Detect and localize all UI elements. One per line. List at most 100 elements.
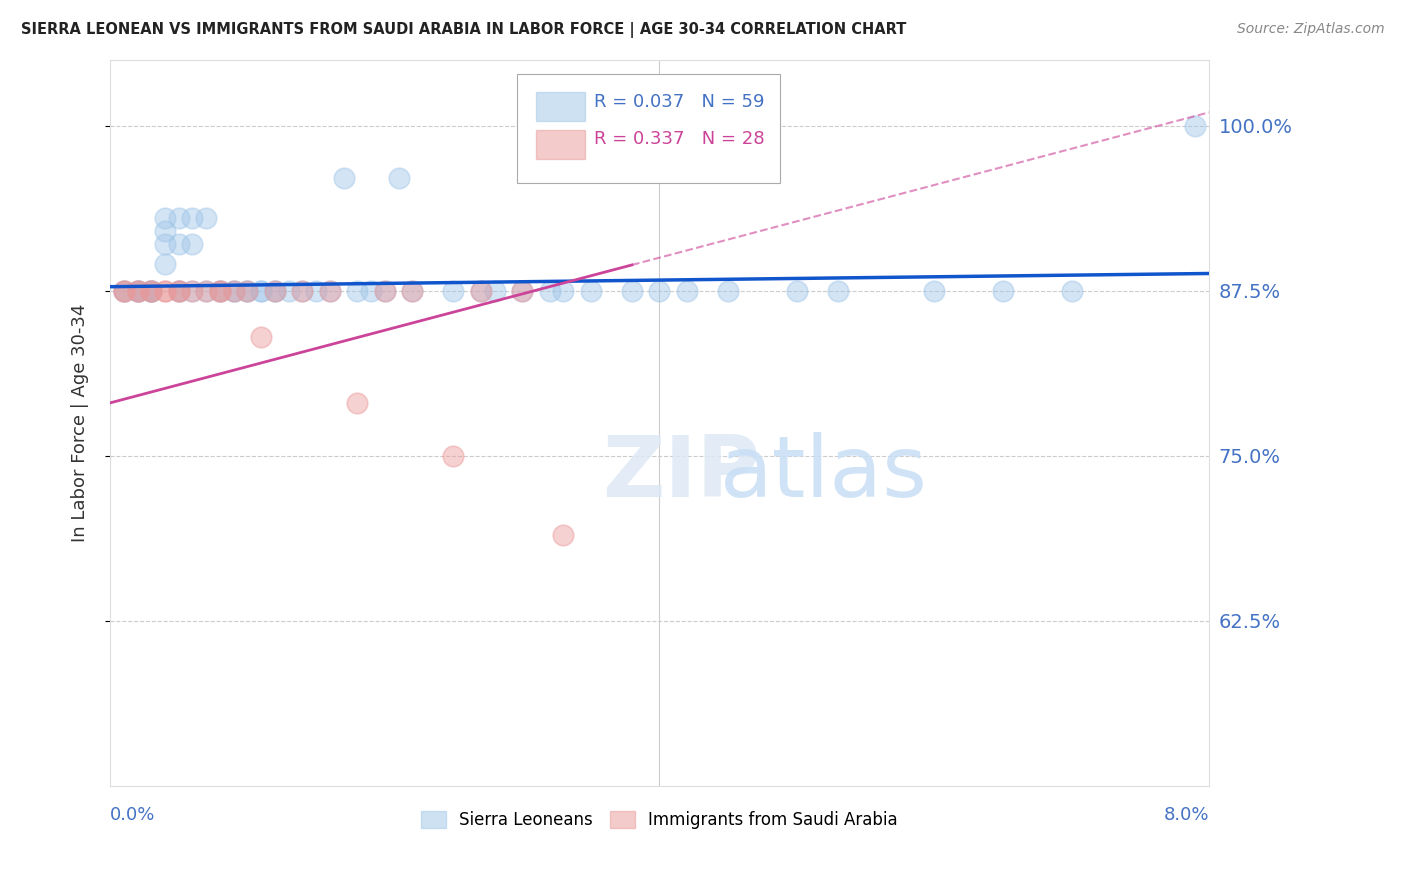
- Point: [141, 284, 163, 298]
- Point: [553, 284, 575, 298]
- Text: ZIP: ZIP: [603, 432, 761, 515]
- Text: atlas: atlas: [720, 432, 928, 515]
- Point: [167, 284, 190, 298]
- Point: [510, 284, 533, 298]
- Point: [208, 284, 231, 298]
- Point: [250, 284, 273, 298]
- Point: [319, 284, 342, 298]
- Text: R = 0.037   N = 59: R = 0.037 N = 59: [593, 93, 763, 111]
- Point: [1060, 284, 1083, 298]
- Text: R = 0.337   N = 28: R = 0.337 N = 28: [593, 130, 765, 148]
- Point: [264, 284, 287, 298]
- Point: [676, 284, 699, 298]
- Point: [167, 237, 190, 252]
- Point: [579, 284, 602, 298]
- Point: [717, 284, 740, 298]
- Point: [112, 284, 135, 298]
- Point: [112, 284, 135, 298]
- Point: [470, 284, 492, 298]
- Point: [112, 284, 135, 298]
- Point: [127, 284, 149, 298]
- Point: [141, 284, 163, 298]
- Point: [195, 211, 218, 225]
- Point: [127, 284, 149, 298]
- Point: [141, 284, 163, 298]
- Point: [346, 396, 368, 410]
- Y-axis label: In Labor Force | Age 30-34: In Labor Force | Age 30-34: [72, 303, 89, 541]
- FancyBboxPatch shape: [537, 130, 585, 159]
- Point: [208, 284, 231, 298]
- Point: [195, 284, 218, 298]
- Point: [484, 284, 506, 298]
- Point: [127, 284, 149, 298]
- Point: [827, 284, 849, 298]
- Point: [236, 284, 259, 298]
- Point: [141, 284, 163, 298]
- Point: [786, 284, 808, 298]
- Point: [648, 284, 671, 298]
- Point: [264, 284, 287, 298]
- Point: [222, 284, 245, 298]
- Point: [208, 284, 231, 298]
- Point: [443, 449, 465, 463]
- Point: [141, 284, 163, 298]
- Point: [222, 284, 245, 298]
- Point: [360, 284, 382, 298]
- Point: [620, 284, 643, 298]
- Text: 8.0%: 8.0%: [1163, 805, 1209, 823]
- Point: [167, 284, 190, 298]
- Text: SIERRA LEONEAN VS IMMIGRANTS FROM SAUDI ARABIA IN LABOR FORCE | AGE 30-34 CORREL: SIERRA LEONEAN VS IMMIGRANTS FROM SAUDI …: [21, 22, 907, 38]
- Point: [250, 330, 273, 344]
- Point: [236, 284, 259, 298]
- Point: [167, 211, 190, 225]
- Point: [127, 284, 149, 298]
- Legend: Sierra Leoneans, Immigrants from Saudi Arabia: Sierra Leoneans, Immigrants from Saudi A…: [415, 804, 904, 836]
- Point: [153, 284, 176, 298]
- Point: [593, 119, 616, 133]
- Point: [374, 284, 396, 298]
- Point: [991, 284, 1014, 298]
- Point: [153, 284, 176, 298]
- Point: [305, 284, 328, 298]
- FancyBboxPatch shape: [516, 74, 780, 183]
- Point: [208, 284, 231, 298]
- Point: [346, 284, 368, 298]
- Point: [153, 237, 176, 252]
- Point: [291, 284, 314, 298]
- FancyBboxPatch shape: [537, 92, 585, 120]
- Point: [922, 284, 945, 298]
- Point: [319, 284, 342, 298]
- Point: [167, 284, 190, 298]
- Point: [332, 171, 354, 186]
- Point: [401, 284, 423, 298]
- Point: [141, 284, 163, 298]
- Point: [222, 284, 245, 298]
- Point: [264, 284, 287, 298]
- Point: [195, 284, 218, 298]
- Point: [250, 284, 273, 298]
- Point: [538, 284, 561, 298]
- Point: [153, 257, 176, 271]
- Point: [291, 284, 314, 298]
- Point: [181, 237, 204, 252]
- Point: [443, 284, 465, 298]
- Point: [153, 211, 176, 225]
- Point: [401, 284, 423, 298]
- Point: [181, 284, 204, 298]
- Point: [553, 528, 575, 542]
- Point: [236, 284, 259, 298]
- Point: [470, 284, 492, 298]
- Point: [1184, 119, 1206, 133]
- Point: [181, 284, 204, 298]
- Point: [167, 284, 190, 298]
- Text: Source: ZipAtlas.com: Source: ZipAtlas.com: [1237, 22, 1385, 37]
- Point: [181, 211, 204, 225]
- Point: [127, 284, 149, 298]
- Point: [510, 284, 533, 298]
- Point: [277, 284, 299, 298]
- Point: [112, 284, 135, 298]
- Text: 0.0%: 0.0%: [110, 805, 156, 823]
- Point: [374, 284, 396, 298]
- Point: [387, 171, 409, 186]
- Point: [153, 224, 176, 238]
